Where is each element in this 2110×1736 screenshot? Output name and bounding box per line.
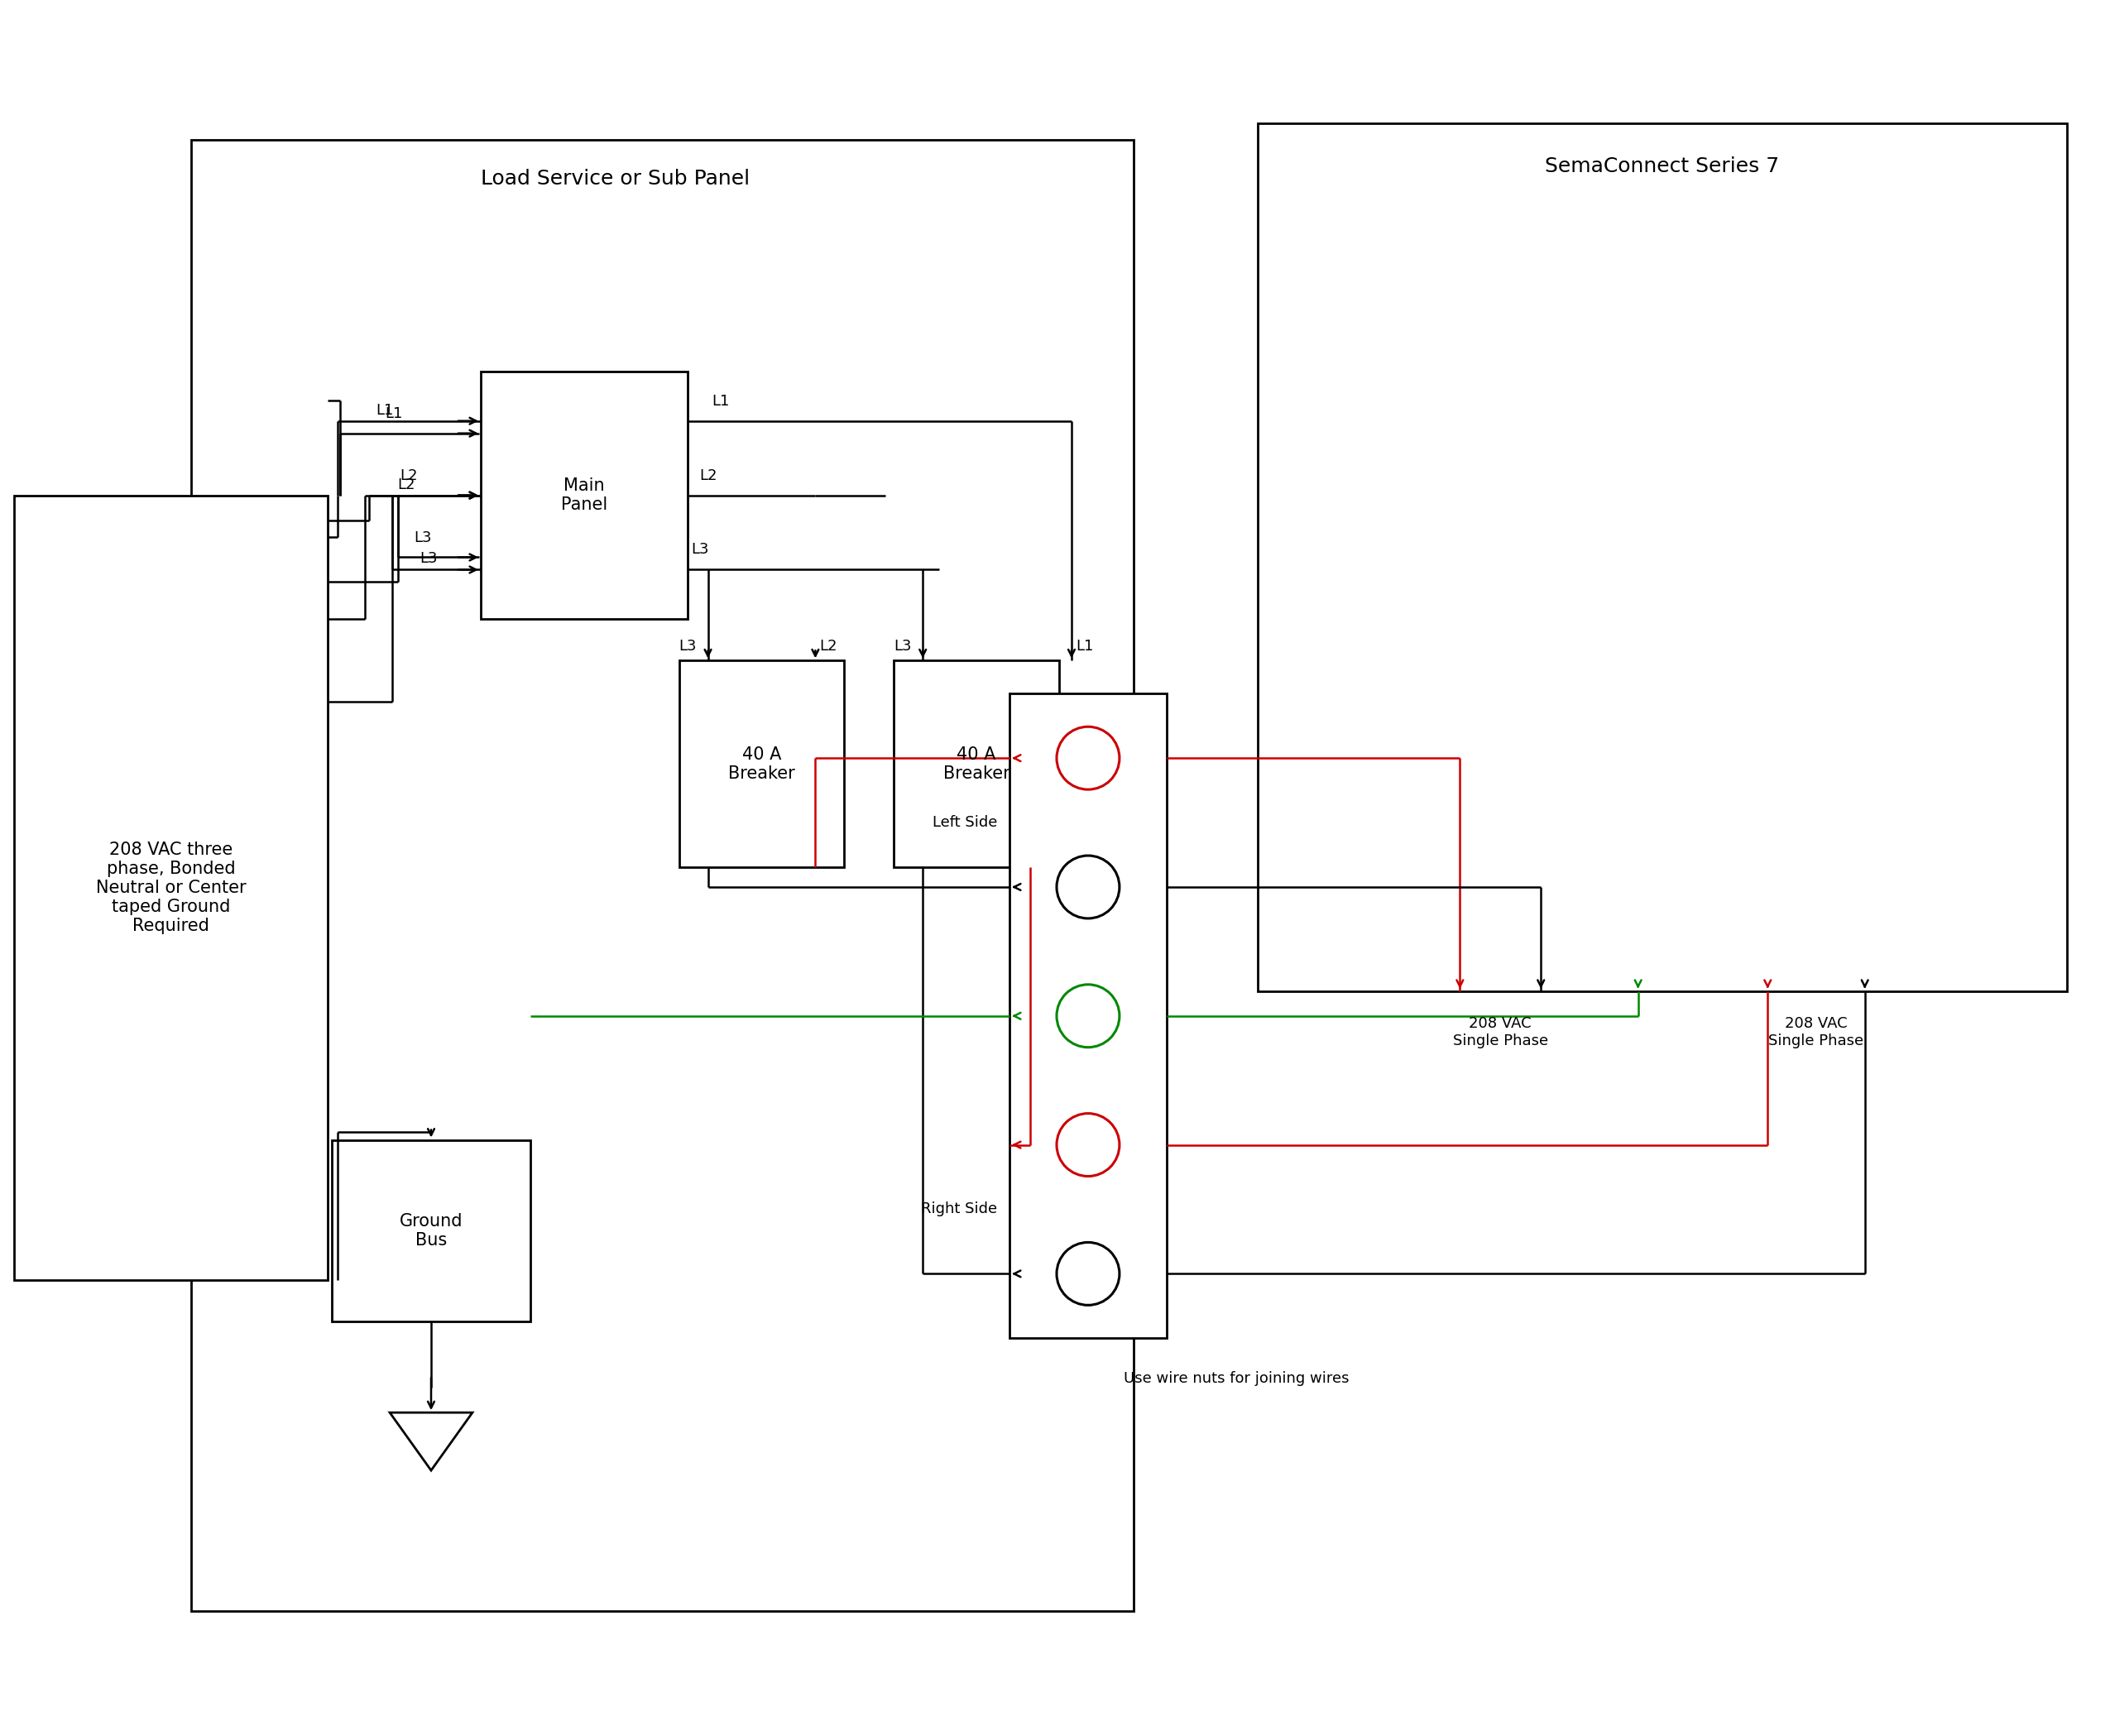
Bar xyxy=(331,1141,530,1321)
Text: L2: L2 xyxy=(399,469,418,483)
Bar xyxy=(15,495,327,1281)
Bar xyxy=(481,372,688,620)
Bar xyxy=(679,661,844,868)
Text: Use wire nuts for joining wires: Use wire nuts for joining wires xyxy=(1125,1371,1350,1385)
Text: L1: L1 xyxy=(1076,639,1093,654)
Text: 208 VAC
Single Phase: 208 VAC Single Phase xyxy=(1768,1016,1863,1049)
Circle shape xyxy=(1057,1113,1120,1177)
Circle shape xyxy=(1057,727,1120,790)
Text: SemaConnect Series 7: SemaConnect Series 7 xyxy=(1545,156,1779,177)
Text: L1: L1 xyxy=(711,394,730,408)
Text: Ground
Bus: Ground Bus xyxy=(399,1213,462,1248)
Bar xyxy=(192,141,1133,1611)
Bar xyxy=(1009,694,1167,1338)
Circle shape xyxy=(1057,984,1120,1047)
Text: L1: L1 xyxy=(376,403,392,418)
Circle shape xyxy=(1057,1243,1120,1305)
Text: L1: L1 xyxy=(384,406,403,420)
Text: 208 VAC three
phase, Bonded
Neutral or Center
taped Ground
Required: 208 VAC three phase, Bonded Neutral or C… xyxy=(95,842,247,934)
Text: L3: L3 xyxy=(414,529,433,545)
Bar xyxy=(1258,123,2068,991)
Text: Main
Panel: Main Panel xyxy=(561,477,608,514)
Circle shape xyxy=(1057,856,1120,918)
Text: Right Side: Right Side xyxy=(920,1201,998,1217)
Text: Load Service or Sub Panel: Load Service or Sub Panel xyxy=(481,168,749,189)
Text: L2: L2 xyxy=(701,469,717,483)
Text: L3: L3 xyxy=(420,552,437,566)
Text: 40 A
Breaker: 40 A Breaker xyxy=(943,746,1011,781)
Text: 40 A
Breaker: 40 A Breaker xyxy=(728,746,795,781)
Bar xyxy=(895,661,1059,868)
Text: L2: L2 xyxy=(819,639,838,654)
Text: L3: L3 xyxy=(895,639,912,654)
Text: Left Side: Left Side xyxy=(933,816,998,830)
Text: L2: L2 xyxy=(397,477,416,491)
Text: 208 VAC
Single Phase: 208 VAC Single Phase xyxy=(1454,1016,1549,1049)
Text: L3: L3 xyxy=(679,639,696,654)
Text: L3: L3 xyxy=(692,542,709,557)
